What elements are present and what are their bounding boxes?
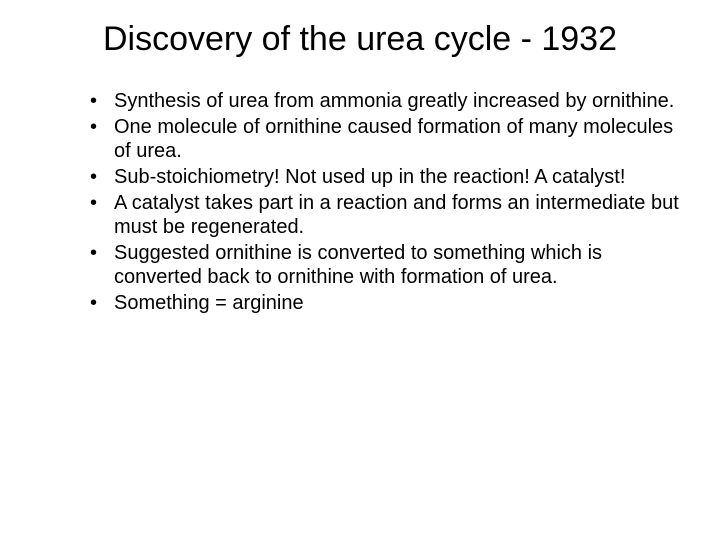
list-item: A catalyst takes part in a reaction and … bbox=[90, 191, 680, 239]
list-item: Something = arginine bbox=[90, 291, 680, 315]
list-item: One molecule of ornithine caused formati… bbox=[90, 115, 680, 163]
list-item: Synthesis of urea from ammonia greatly i… bbox=[90, 89, 680, 113]
slide-container: Discovery of the urea cycle - 1932 Synth… bbox=[0, 0, 720, 540]
slide-title: Discovery of the urea cycle - 1932 bbox=[40, 20, 680, 59]
bullet-list: Synthesis of urea from ammonia greatly i… bbox=[40, 89, 680, 315]
list-item: Sub-stoichiometry! Not used up in the re… bbox=[90, 165, 680, 189]
list-item: Suggested ornithine is converted to some… bbox=[90, 241, 680, 289]
